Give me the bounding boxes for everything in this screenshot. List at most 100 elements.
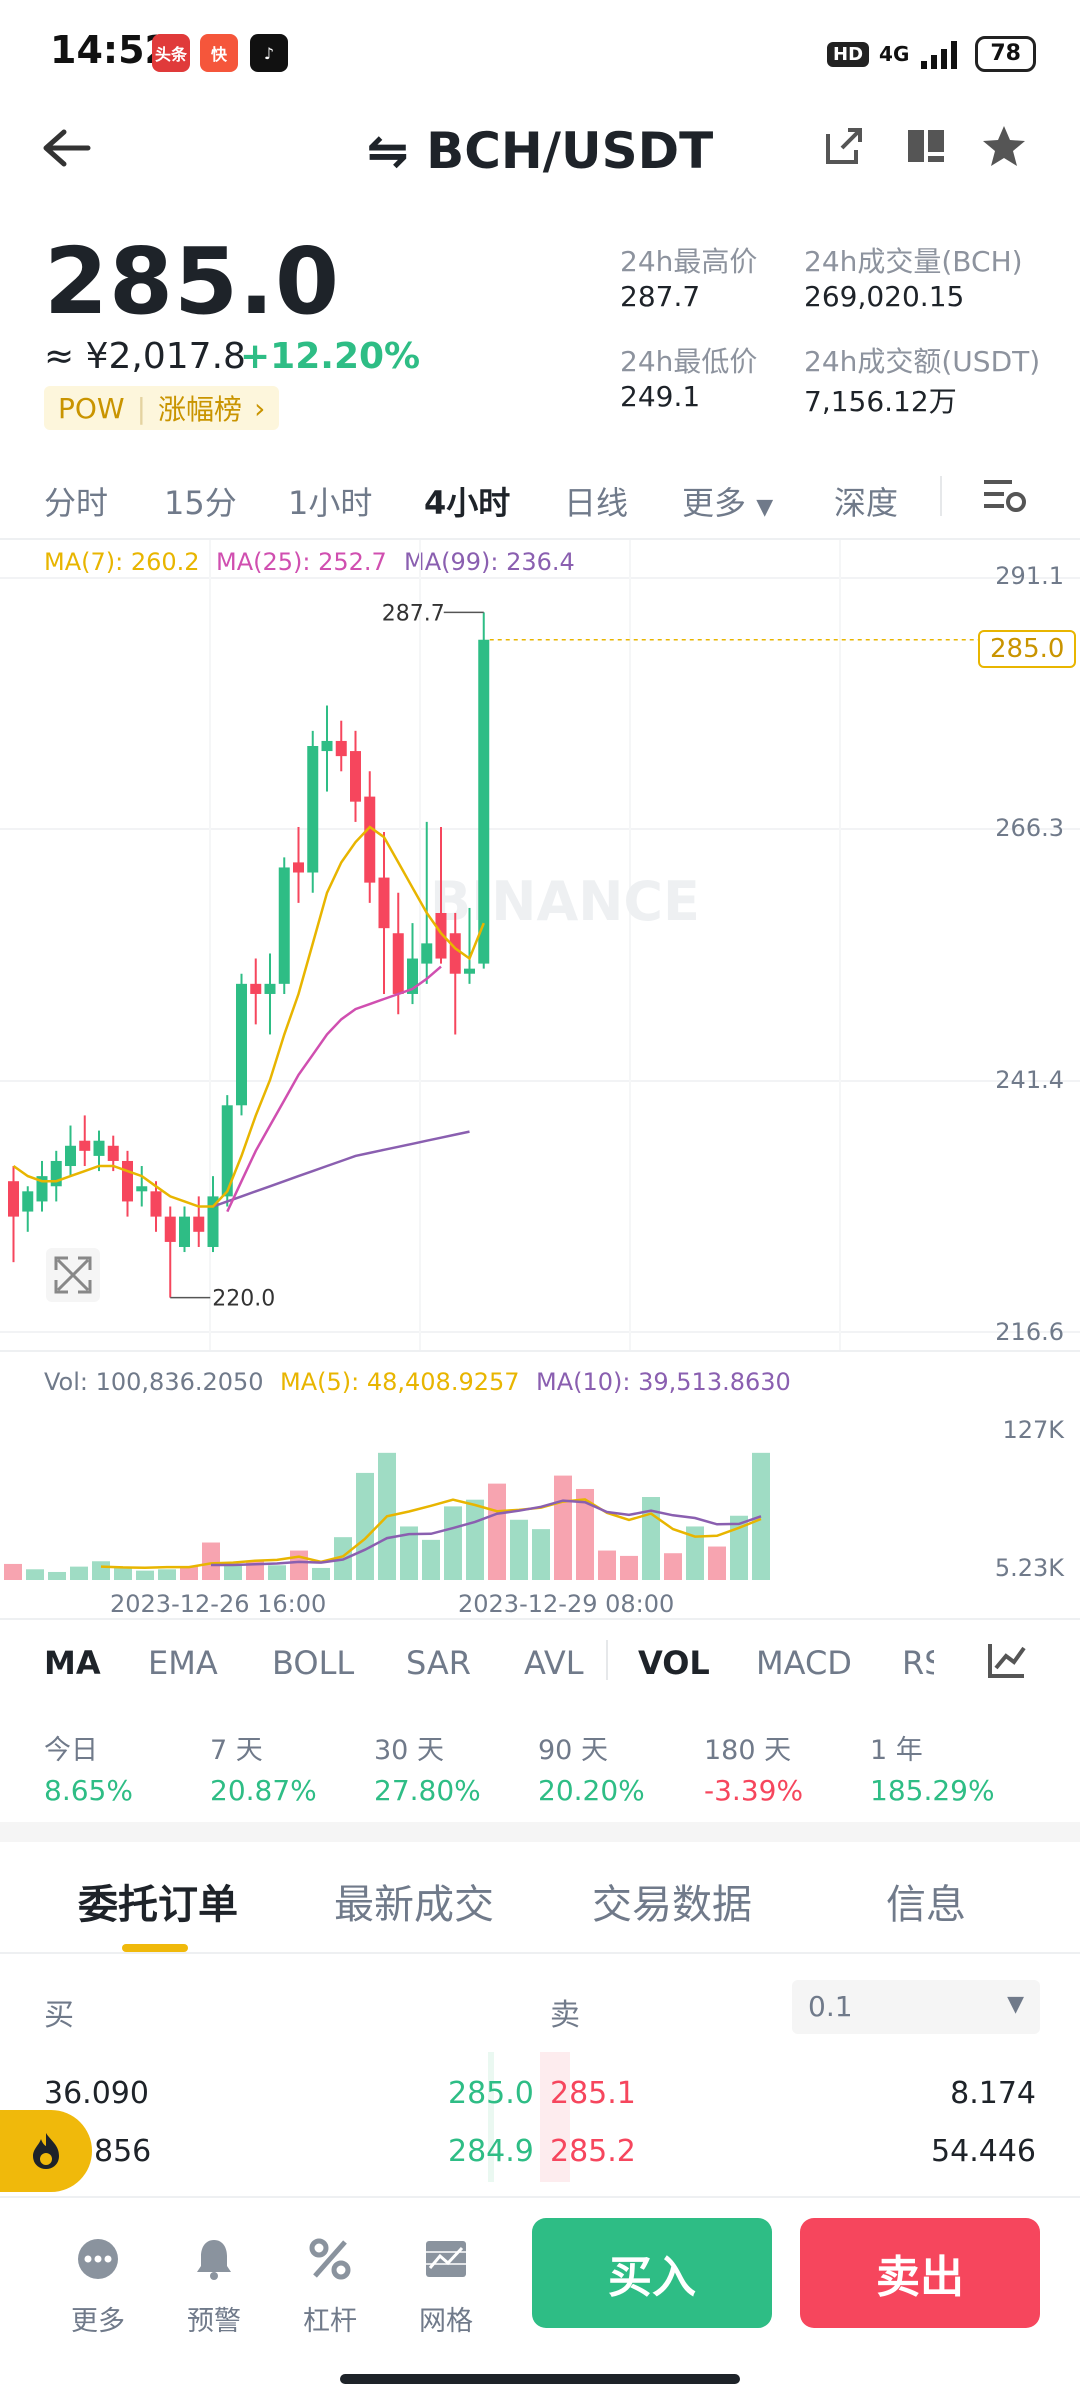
tab-timeline[interactable]: 分时 xyxy=(44,484,109,522)
volume-bar xyxy=(466,1499,484,1580)
indicator-vol[interactable]: VOL xyxy=(638,1644,710,1682)
volume-bar xyxy=(356,1472,374,1580)
indicator-boll[interactable]: BOLL xyxy=(272,1644,355,1682)
candle-body xyxy=(179,1216,190,1247)
home-indicator[interactable] xyxy=(340,2374,740,2384)
candle-body xyxy=(392,933,404,994)
candlestick-chart[interactable]: BINANCE 287.7 220.0 xyxy=(0,540,1080,1350)
ma99-line xyxy=(212,1130,470,1208)
leverage-button[interactable]: 杠杆 xyxy=(282,2236,378,2338)
ask-qty: 8.174 xyxy=(950,2076,1036,2111)
tab-info[interactable]: 信息 xyxy=(886,1882,966,1928)
volume-bar xyxy=(730,1515,748,1580)
volume-bar xyxy=(158,1569,176,1580)
tab-daily[interactable]: 日线 xyxy=(564,484,629,522)
swap-icon: ⇋ xyxy=(366,122,427,180)
hot-fab[interactable] xyxy=(0,2110,92,2192)
fullscreen-icon[interactable] xyxy=(46,1248,100,1302)
ask-price[interactable]: 285.1 xyxy=(550,2076,636,2111)
tab-more[interactable]: 更多 ▼ xyxy=(682,484,774,522)
status-right: HD 4G 78 xyxy=(827,36,1036,72)
tab-order-book[interactable]: 委托订单 xyxy=(78,1882,238,1928)
volume-bar xyxy=(620,1555,638,1580)
bid-qty: 856 xyxy=(94,2134,152,2169)
tag-gainers[interactable]: 涨幅榜 xyxy=(158,393,243,426)
volume-bar xyxy=(246,1561,264,1580)
ask-price[interactable]: 285.2 xyxy=(550,2134,636,2169)
volume-bar xyxy=(532,1529,550,1580)
news-app-icon: 头条 xyxy=(152,34,190,72)
buy-button[interactable]: 买入 xyxy=(532,2218,772,2328)
tab-15m[interactable]: 15分 xyxy=(164,484,237,522)
last-price: 285.0 xyxy=(44,228,341,335)
candle-body xyxy=(478,639,490,964)
candle-body xyxy=(321,740,333,752)
sell-button[interactable]: 卖出 xyxy=(800,2218,1040,2328)
volume-bar xyxy=(510,1519,528,1580)
more-icon xyxy=(78,2239,118,2279)
fire-icon xyxy=(33,2133,59,2169)
candle-body xyxy=(407,958,418,994)
indicator-ma[interactable]: MA xyxy=(44,1644,101,1682)
candle-body xyxy=(449,933,461,974)
tab-depth[interactable]: 深度 xyxy=(834,484,899,522)
tab-recent-trades[interactable]: 最新成交 xyxy=(334,1882,494,1928)
indicator-ema[interactable]: EMA xyxy=(148,1644,218,1682)
candle-body xyxy=(464,968,475,974)
volume-bar xyxy=(268,1565,286,1580)
perf-value: -3.39% xyxy=(704,1774,804,1807)
chevron-right-icon: › xyxy=(254,391,266,425)
hd-badge: HD xyxy=(827,41,870,67)
grid-button[interactable]: 网格 xyxy=(398,2236,494,2338)
layout-icon[interactable] xyxy=(902,122,950,170)
perf-value: 8.65% xyxy=(44,1774,133,1807)
stat-turnover-value: 7,156.12万 xyxy=(804,385,957,418)
bid-price[interactable]: 285.0 xyxy=(448,2076,534,2111)
bid-price[interactable]: 284.9 xyxy=(448,2134,534,2169)
volume-bar xyxy=(400,1526,418,1580)
back-arrow-icon[interactable] xyxy=(40,126,92,170)
volume-bar xyxy=(488,1483,506,1580)
candle-body xyxy=(335,740,347,757)
tab-4h[interactable]: 4小时 xyxy=(424,484,511,522)
pair-title[interactable]: ⇋ BCH/USDT xyxy=(0,122,1080,180)
ma7-line xyxy=(12,825,485,1208)
alert-button[interactable]: 预警 xyxy=(166,2236,262,2338)
price-axis-label: 241.4 xyxy=(995,1066,1064,1094)
indicator-rsi[interactable]: RS xyxy=(902,1644,934,1682)
perf-label: 1 年 xyxy=(870,1735,923,1766)
volume-bar xyxy=(224,1563,242,1580)
status-time: 14:52 xyxy=(50,28,171,72)
vol-legend: Vol: 100,836.2050 xyxy=(44,1368,264,1396)
tab-1h[interactable]: 1小时 xyxy=(288,484,373,522)
candle-body xyxy=(364,796,376,883)
indicator-sar[interactable]: SAR xyxy=(406,1644,472,1682)
volume-bar xyxy=(180,1566,198,1580)
candle-body xyxy=(164,1216,176,1242)
indicator-avl[interactable]: AVL xyxy=(524,1644,584,1682)
vol-ma10-legend: MA(10): 39,513.8630 xyxy=(536,1368,791,1396)
candle-body xyxy=(136,1186,148,1192)
chart-settings-icon[interactable] xyxy=(980,474,1028,518)
share-icon[interactable] xyxy=(820,122,868,170)
kuaishou-app-icon: 快 xyxy=(200,34,238,72)
volume-bar xyxy=(444,1506,462,1580)
vol-ma5-legend: MA(5): 48,408.9257 xyxy=(280,1368,520,1396)
candle-body xyxy=(8,1181,19,1217)
candle-body xyxy=(150,1191,162,1217)
favorite-star-icon[interactable] xyxy=(980,122,1028,170)
more-button[interactable]: 更多 xyxy=(50,2236,146,2338)
tag-pill[interactable]: POW | 涨幅榜 › xyxy=(44,386,280,430)
tag-pow[interactable]: POW xyxy=(58,391,125,425)
ma25-legend: MA(25): 252.7 xyxy=(216,548,387,576)
stat-high-value: 287.7 xyxy=(620,280,701,313)
indicator-settings-icon[interactable] xyxy=(986,1640,1026,1680)
precision-select[interactable]: 0.1 ▼ xyxy=(792,1980,1040,2034)
percent-icon xyxy=(309,2238,351,2280)
tab-trading-data[interactable]: 交易数据 xyxy=(592,1882,752,1928)
volume-bar xyxy=(136,1570,154,1580)
volume-bar xyxy=(290,1550,308,1580)
indicator-macd[interactable]: MACD xyxy=(756,1644,852,1682)
volume-bar xyxy=(422,1539,440,1580)
perf-value: 185.29% xyxy=(870,1774,995,1807)
